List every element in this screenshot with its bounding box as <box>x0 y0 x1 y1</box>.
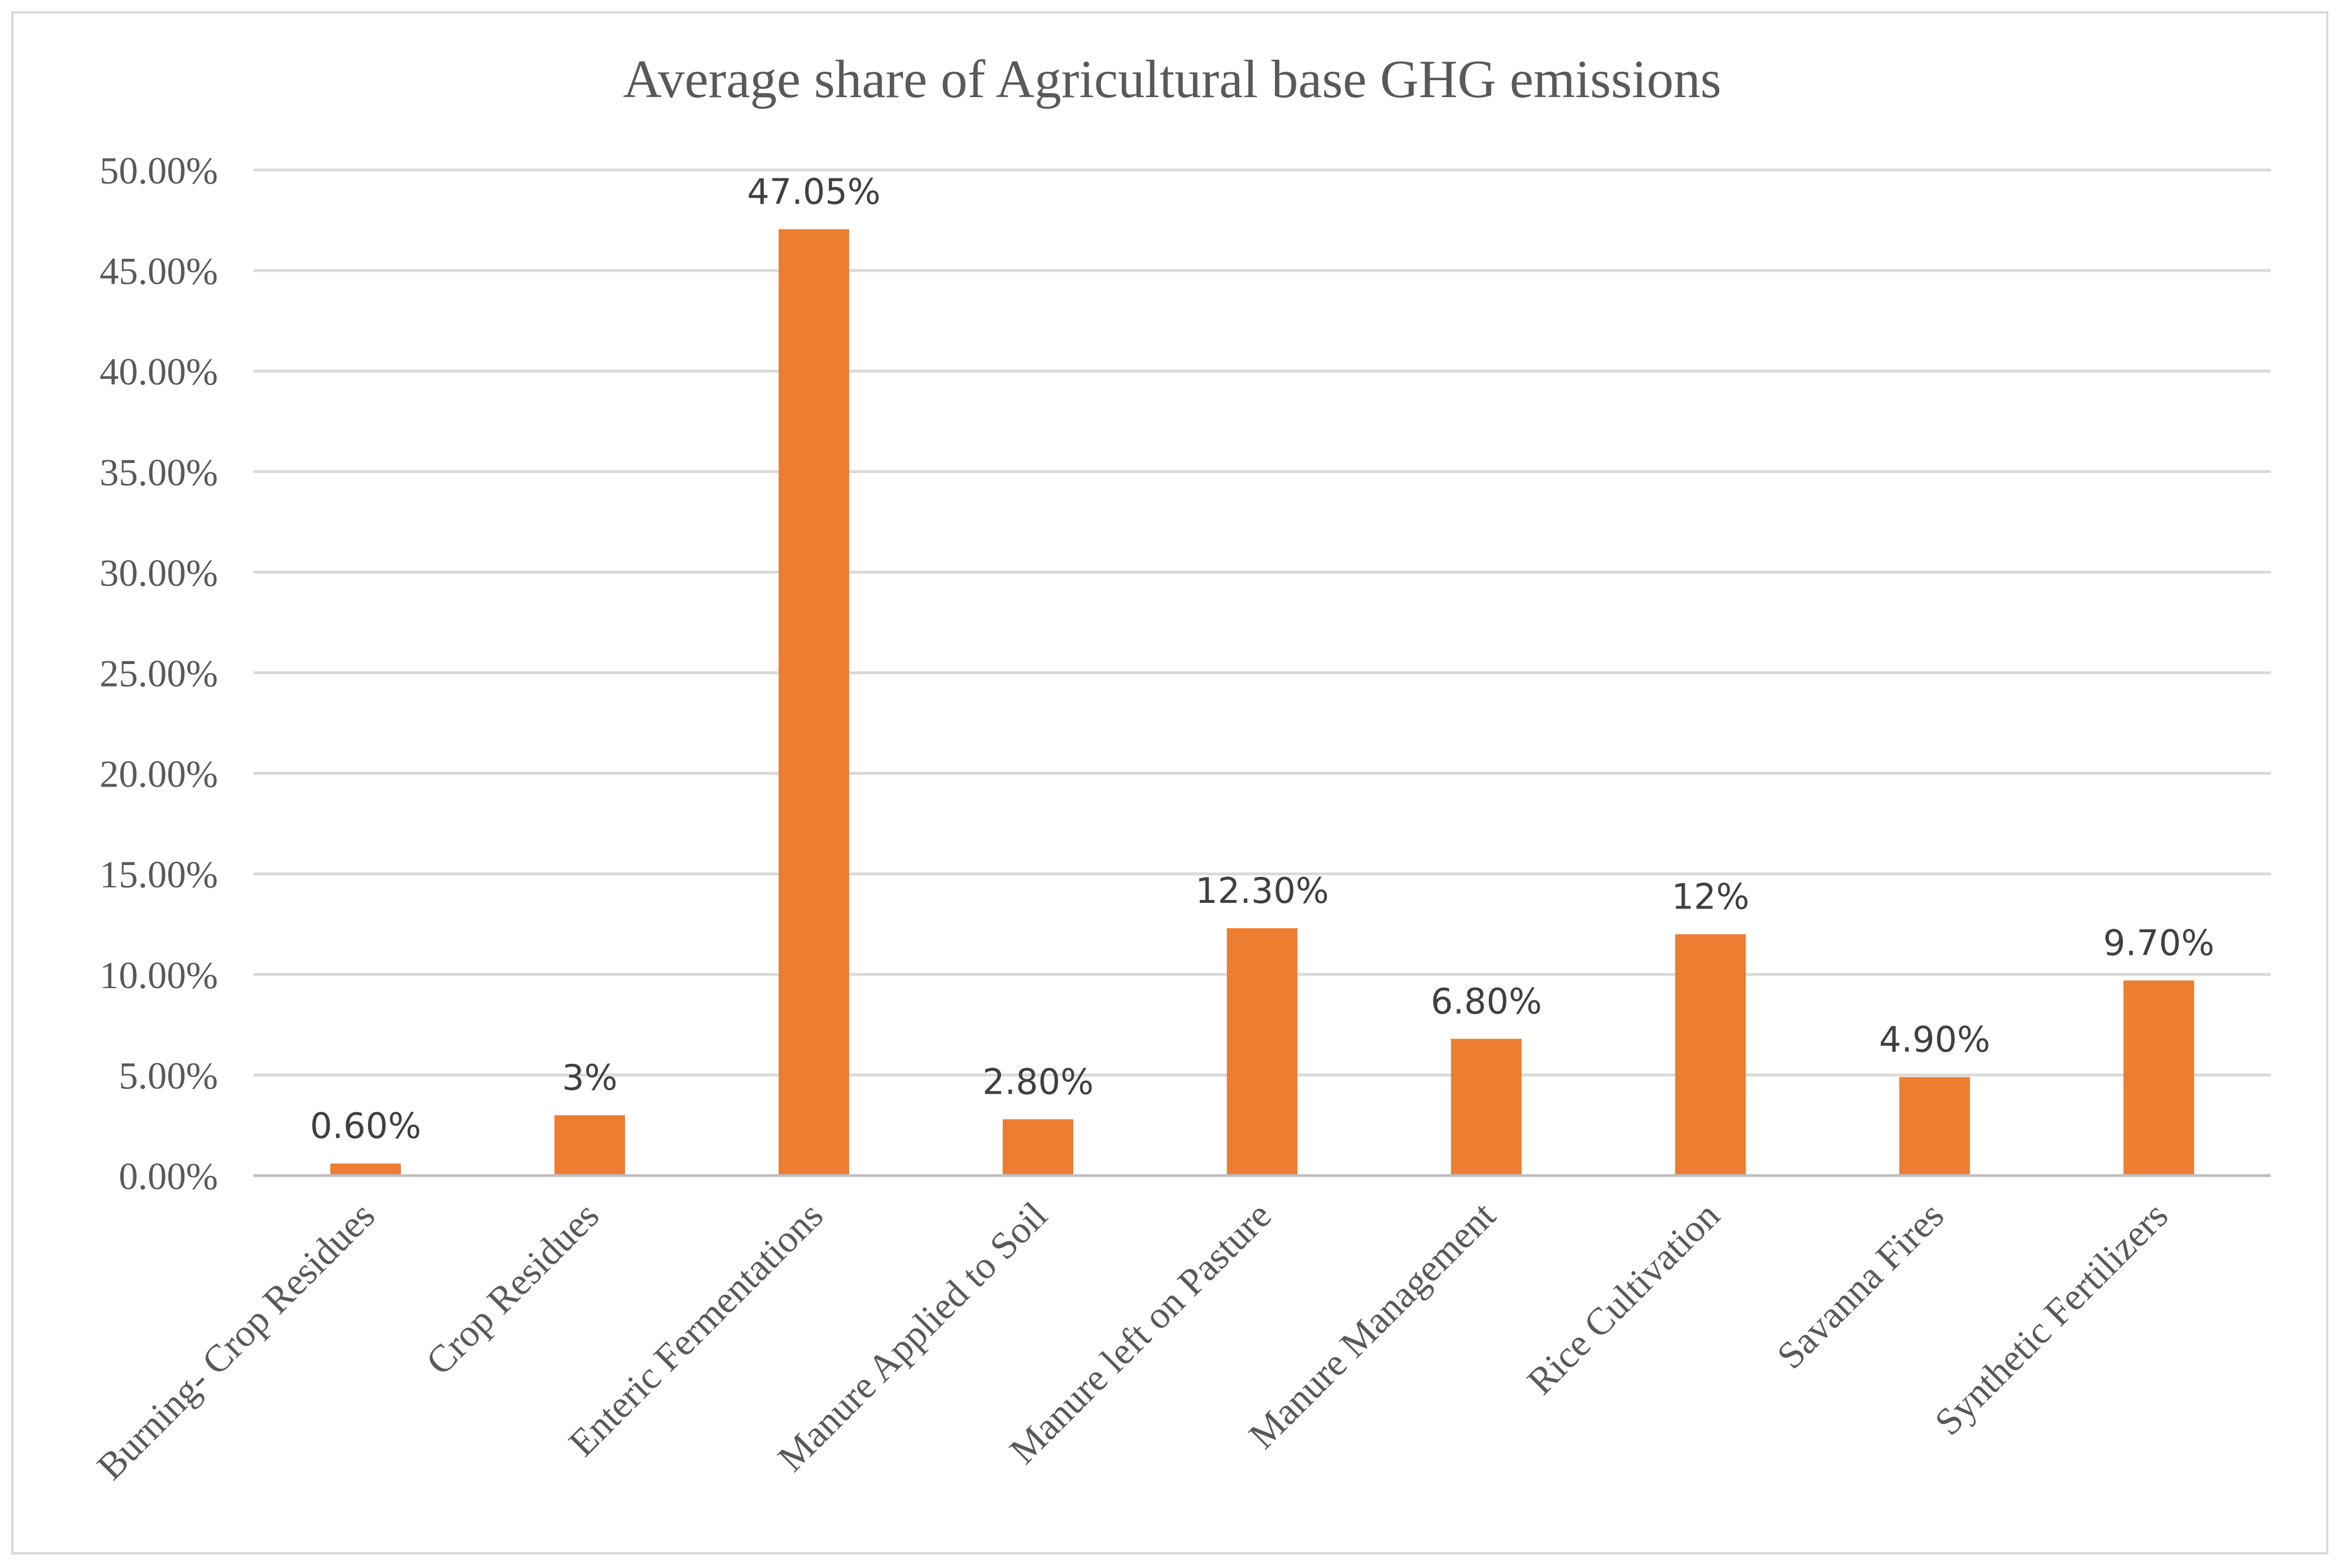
data-label: 0.60% <box>310 1106 421 1147</box>
y-tick-label: 20.00% <box>99 753 218 796</box>
x-tick-label: Manure Management <box>1240 1194 1504 1457</box>
bar <box>330 1163 401 1176</box>
x-tick-label: Burning- Crop Residues <box>89 1194 383 1488</box>
data-label: 3% <box>562 1057 617 1098</box>
bar <box>2123 980 2194 1176</box>
bar <box>1227 928 1297 1176</box>
y-tick-label: 35.00% <box>99 451 218 493</box>
chart-title: Average share of Agricultural base GHG e… <box>623 49 1721 109</box>
y-tick-label: 15.00% <box>99 853 218 896</box>
data-label: 47.05% <box>747 171 880 212</box>
bar <box>1675 934 1746 1176</box>
y-tick-label: 50.00% <box>99 149 218 192</box>
bar <box>1899 1077 1970 1176</box>
x-tick-label: Synthetic Fertilizers <box>1926 1194 2176 1443</box>
x-tick-label: Rice Cultivation <box>1519 1194 1728 1403</box>
y-tick-label: 0.00% <box>119 1155 218 1198</box>
y-tick-label: 45.00% <box>99 250 218 292</box>
data-label: 4.90% <box>1879 1019 1990 1060</box>
bar-chart: Average share of Agricultural base GHG e… <box>89 49 2271 1488</box>
x-tick-label: Savanna Fires <box>1768 1194 1952 1377</box>
bars <box>330 229 2194 1176</box>
bar <box>1451 1038 1522 1176</box>
x-axis-ticks: Burning- Crop Residues Crop ResiduesEnter… <box>89 1194 2176 1488</box>
y-tick-label: 10.00% <box>99 954 218 997</box>
data-label: 12.30% <box>1195 870 1329 911</box>
y-tick-label: 30.00% <box>99 551 218 594</box>
data-labels: 0.60% 3% 47.05% 2.80% 12.30% 6.80% 12% 4.90% 9.7… <box>310 171 2214 1147</box>
y-tick-label: 5.00% <box>119 1054 218 1097</box>
bar <box>1003 1119 1073 1176</box>
data-label: 2.80% <box>982 1061 1094 1102</box>
data-label: 12% <box>1672 876 1750 918</box>
x-tick-label: Enteric Fermentations <box>560 1194 831 1465</box>
x-tick-label: Crop Residues <box>418 1194 608 1383</box>
y-axis-ticks: 0.00% 5.00% 10.00% 15.00% 20.00% 25.00% 30.00%… <box>99 149 218 1198</box>
data-label: 9.70% <box>2103 922 2214 963</box>
chart-frame: Average share of Agricultural base GHG e… <box>11 11 2328 1554</box>
data-label: 6.80% <box>1431 981 1542 1022</box>
bar <box>779 229 849 1176</box>
y-tick-label: 25.00% <box>99 652 218 695</box>
gridlines <box>254 168 2271 1077</box>
bar <box>554 1115 625 1176</box>
y-tick-label: 40.00% <box>99 350 218 393</box>
